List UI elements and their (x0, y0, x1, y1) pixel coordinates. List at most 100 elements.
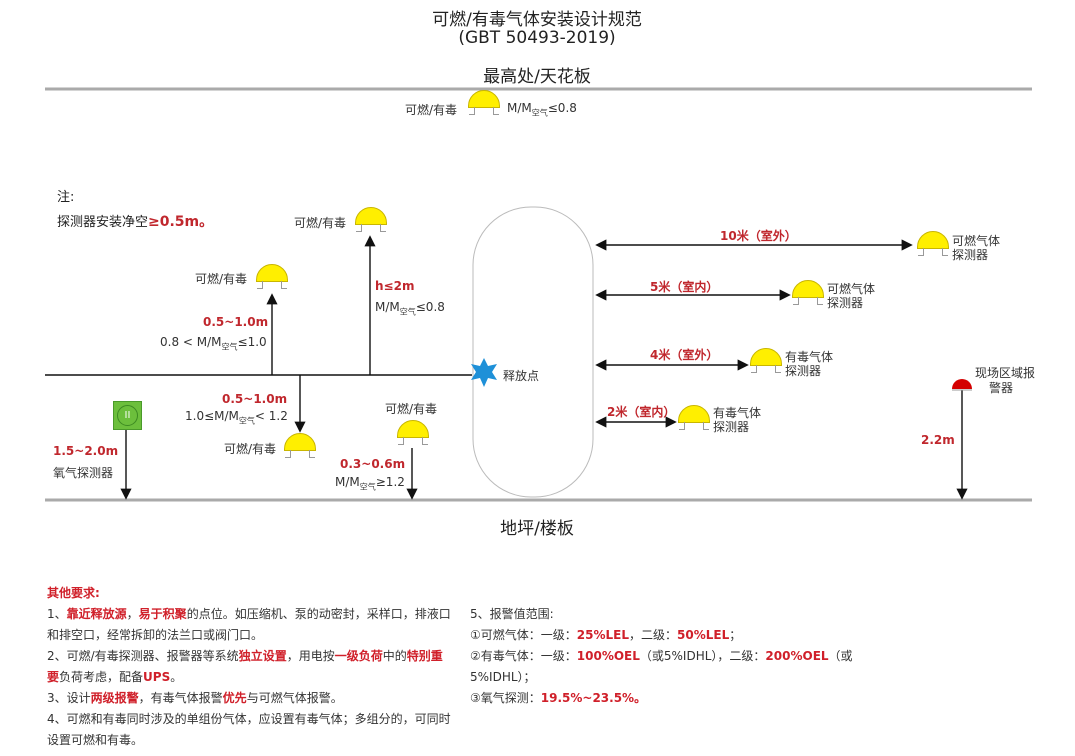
dist-2m: 2米（室内） (607, 405, 676, 419)
highlight-text: UPS (143, 670, 171, 684)
note-line: 4、可燃和有毒同时涉及的单组份气体，应设置有毒气体；多组分的，可同时 (47, 709, 451, 730)
note-text: ，用电按 (286, 649, 335, 663)
d4-condition: M/M空气≥1.2 (335, 475, 405, 492)
note-text: 1、 (47, 607, 67, 621)
highlight-text: 独立设置 (238, 649, 287, 663)
release-point-star-icon (471, 358, 497, 387)
alarm-height: 2.2m (921, 433, 955, 447)
highlight-text: 50%LEL (677, 628, 730, 642)
top-detector-condition: M/M空气≤0.8 (507, 101, 577, 118)
note-line: 和排空口，经常拆卸的法兰口或阀门口。 (47, 625, 451, 646)
alarm-icon (952, 379, 972, 389)
highlight-text: 200%OEL (765, 649, 829, 663)
title-line2: (GBT 50493-2019) (458, 28, 616, 48)
ceiling-label: 最高处/天花板 (483, 67, 591, 87)
note-line: 1、靠近释放源，易于积聚的点位。如压缩机、泵的动密封，采样口，排液口 (47, 604, 451, 625)
detector-icon (256, 264, 288, 292)
requirements-head: 其他要求: (47, 586, 100, 600)
d1-label: 可燃/有毒 (195, 272, 248, 286)
alarm-label: 现场区域报 警器 (975, 366, 1036, 395)
d2-label: 可燃/有毒 (294, 216, 347, 230)
release-point-label: 释放点 (503, 369, 540, 383)
detector-icon (792, 280, 824, 308)
dist-5m: 5米（室内） (650, 280, 719, 294)
right-detector-4-label: 有毒气体 探测器 (713, 406, 762, 434)
note-head: 注: (57, 190, 75, 205)
note-text: （或 (828, 649, 853, 663)
highlight-text: 25%LEL (576, 628, 629, 642)
note-text: 探测器安装净空≥0.5m。 (57, 214, 214, 230)
note-text: ，有毒气体报警 (138, 691, 223, 705)
highlight-text: 19.5%~23.5%。 (540, 691, 647, 705)
right-detector-1-label: 可燃气体 探测器 (952, 234, 1001, 262)
note-text: ， (126, 607, 139, 621)
note-text: 5、报警值范围: (470, 607, 554, 621)
note-line: 设置可燃和有毒。 (47, 730, 451, 751)
note-text: 2、可燃/有毒探测器、报警器等系统 (47, 649, 239, 663)
detector-icon (284, 433, 316, 461)
note-line: 2、可燃/有毒探测器、报警器等系统独立设置，用电按一级负荷中的特别重 (47, 646, 451, 667)
oxygen-label: 氧气探测器 (53, 466, 114, 480)
title-line1: 可燃/有毒气体安装设计规范 (432, 10, 642, 30)
note-text: 中的 (382, 649, 407, 663)
note-text: ③氧气探测： (470, 691, 541, 705)
highlight-text: 要 (47, 670, 60, 684)
requirements: 其他要求: 1、靠近释放源，易于积聚的点位。如压缩机、泵的动密封，采样口，排液口… (47, 583, 451, 751)
detector-icon (917, 231, 949, 259)
note-line: 3、设计两级报警，有毒气体报警优先与可燃气体报警。 (47, 688, 451, 709)
note-line: 5%IDHL）； (470, 667, 853, 688)
note-line: 5、报警值范围: (470, 604, 853, 625)
oxygen-detector-icon: II (113, 401, 142, 430)
top-detector-label: 可燃/有毒 (405, 103, 458, 117)
diagram-lines (45, 87, 1032, 502)
highlight-text: 易于积聚 (138, 607, 187, 621)
highlight-text: 100%OEL (576, 649, 640, 663)
oxygen-distance: 1.5~2.0m (53, 444, 119, 458)
highlight-text: 优先 (222, 691, 247, 705)
detector-icon (750, 348, 782, 376)
detector-icon (678, 405, 710, 433)
note-text: 与可燃气体报警。 (246, 691, 343, 705)
note-line: ①可燃气体：一级：25%LEL，二级：50%LEL； (470, 625, 853, 646)
note-text: 5%IDHL）； (470, 670, 536, 684)
vessel (472, 206, 594, 498)
note-text: 设置可燃和有毒。 (47, 733, 144, 747)
d2-condition: M/M空气≤0.8 (375, 300, 445, 317)
detector-icon (397, 420, 429, 448)
dist-4m: 4米（室外） (650, 348, 719, 362)
highlight-text: 两级报警 (90, 691, 139, 705)
d1-condition: 0.8 < M/M空气≤1.0 (160, 335, 267, 352)
highlight-text: 靠近释放源 (66, 607, 127, 621)
detector-icon (355, 207, 387, 235)
note-text: 和排空口，经常拆卸的法兰口或阀门口。 (47, 628, 264, 642)
note-line: ②有毒气体：一级：100%OEL（或5%IDHL），二级：200%OEL（或 (470, 646, 853, 667)
note-text: ②有毒气体：一级： (470, 649, 577, 663)
d3-distance: 0.5~1.0m (222, 392, 288, 406)
note-line: ③氧气探测：19.5%~23.5%。 (470, 688, 853, 709)
d2-distance: h≤2m (375, 279, 415, 293)
note-text: ①可燃气体：一级： (470, 628, 577, 642)
right-detector-2-label: 可燃气体 探测器 (827, 282, 876, 310)
note-text: （或5%IDHL），二级： (639, 649, 766, 663)
d3-label: 可燃/有毒 (224, 442, 277, 456)
note-text: 。 (170, 670, 183, 684)
d4-label: 可燃/有毒 (385, 402, 438, 416)
floor-label: 地坪/楼板 (500, 519, 574, 539)
dist-10m: 10米（室外） (720, 229, 797, 243)
note-text: ，二级： (628, 628, 677, 642)
alarm-values: 5、报警值范围: ①可燃气体：一级：25%LEL，二级：50%LEL； ②有毒气体：… (470, 604, 853, 709)
highlight-text: 特别重 (406, 649, 443, 663)
note-line: 要负荷考虑，配备UPS。 (47, 667, 451, 688)
right-detector-3-label: 有毒气体 探测器 (785, 350, 834, 378)
note-text: 负荷考虑，配备 (59, 670, 144, 684)
highlight-text: 一级负荷 (334, 649, 383, 663)
detector-icon (468, 90, 500, 118)
note-text: ； (729, 628, 742, 642)
d1-distance: 0.5~1.0m (203, 315, 269, 329)
note-text: 的点位。如压缩机、泵的动密封，采样口，排液口 (186, 607, 451, 621)
d4-distance: 0.3~0.6m (340, 457, 406, 471)
note-text: 4、可燃和有毒同时涉及的单组份气体，应设置有毒气体；多组分的，可同时 (47, 712, 451, 726)
note-text: 3、设计 (47, 691, 91, 705)
d3-condition: 1.0≤M/M空气< 1.2 (185, 409, 288, 426)
